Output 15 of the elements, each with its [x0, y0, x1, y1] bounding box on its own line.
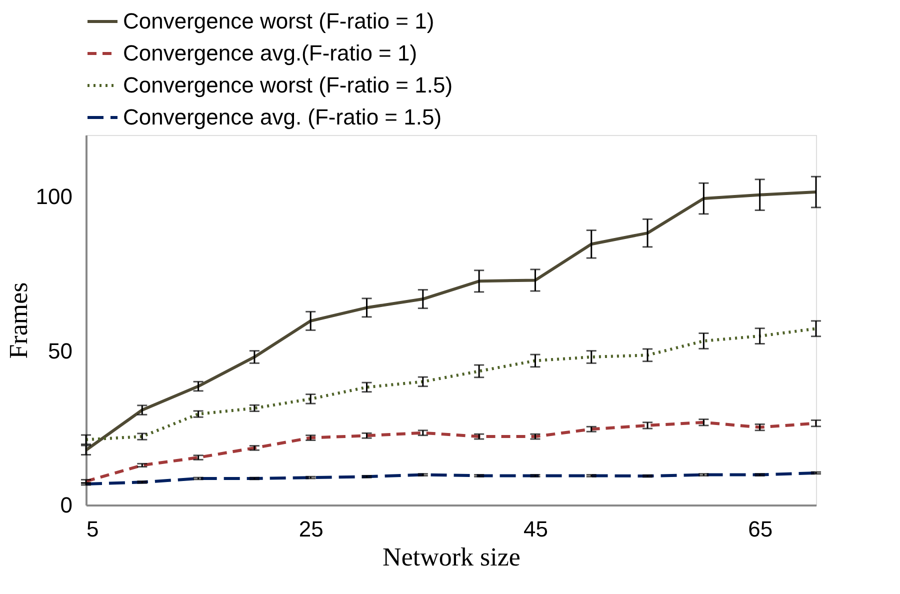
- y-tick-label: 50: [48, 338, 72, 364]
- y-tick-label: 0: [60, 492, 72, 518]
- y-axis-title: Frames: [4, 282, 33, 359]
- x-tick-label: 65: [748, 516, 773, 542]
- line-series: [84, 190, 818, 452]
- y-tick-label: 100: [36, 184, 72, 210]
- legend-label: Convergence avg. (F-ratio = 1.5): [123, 104, 442, 130]
- legend-label: Convergence worst (F-ratio = 1): [123, 8, 434, 34]
- x-tick-label: 5: [86, 516, 99, 542]
- x-tick-label: 25: [298, 516, 324, 542]
- x-tick-label: 45: [523, 516, 548, 542]
- x-axis-title: Network size: [382, 542, 520, 572]
- legend-label: Convergence avg.(F-ratio = 1): [123, 40, 418, 66]
- line-series: [84, 327, 818, 442]
- legend-label: Convergence worst (F-ratio = 1.5): [123, 72, 453, 98]
